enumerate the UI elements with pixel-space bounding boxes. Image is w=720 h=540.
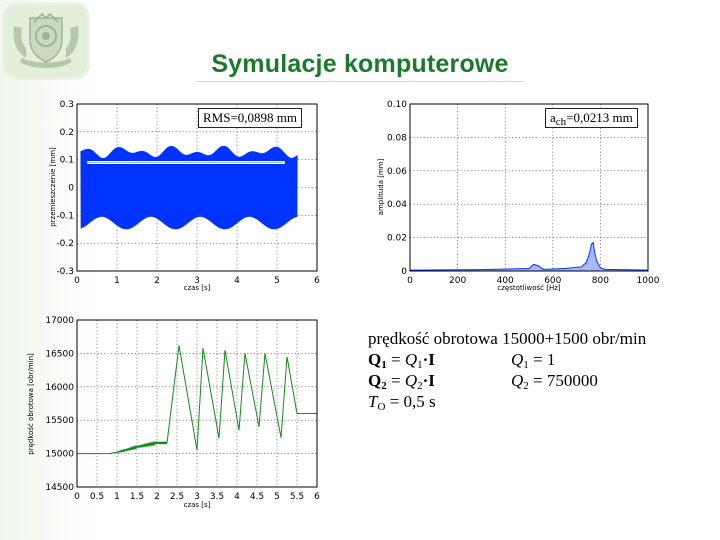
y-tick-label: -0.2	[56, 239, 74, 249]
x-tick-label: 1000	[637, 276, 660, 286]
chart3-grid	[76, 319, 318, 488]
x-tick-label: 0	[74, 276, 80, 286]
y-tick-label: -0.3	[56, 267, 74, 277]
chart3-xlabel: czas [s]	[184, 501, 211, 509]
x-tick-label: 4	[234, 276, 240, 286]
q1-line: Q1 = Q1·I Q1 = 1	[368, 350, 556, 371]
y-tick-label: 0.1	[60, 156, 74, 166]
y-tick-label: 0.06	[387, 167, 407, 177]
chart1-xlabel: czas [s]	[184, 284, 211, 292]
chart2-y-ticks: 0.10 0.08 0.06 0.04 0.02 0	[387, 100, 407, 277]
y-tick-label: 16500	[45, 349, 74, 359]
x-tick-label: 5	[274, 276, 280, 286]
x-tick-label: 4	[234, 492, 240, 502]
x-tick-label: 5.5	[290, 492, 304, 502]
x-tick-label: 3	[194, 276, 200, 286]
x-tick-label: 400	[497, 276, 514, 286]
chart2-xlabel: częstotliwość [Hz]	[497, 284, 561, 292]
speed-series	[77, 345, 317, 455]
y-tick-label: -0.1	[56, 211, 74, 221]
x-tick-label: 200	[449, 276, 466, 286]
slide-title: Symulacje komputerowe	[211, 50, 509, 78]
to-line: TO = 0,5 s	[368, 392, 436, 413]
x-tick-label: 600	[544, 276, 561, 286]
university-crest-logo	[0, 0, 92, 82]
x-tick-label: 5	[274, 492, 280, 502]
y-tick-label: 14500	[45, 483, 74, 493]
x-tick-label: 1	[114, 276, 120, 286]
y-tick-label: 0.08	[387, 133, 407, 143]
speed-line: prędkość obrotowa 15000+1500 obr/min	[368, 329, 647, 348]
x-tick-label: 2.5	[170, 492, 184, 502]
x-tick-label: 6	[314, 492, 320, 502]
x-tick-label: 2	[154, 492, 160, 502]
chart1-frame	[76, 103, 318, 272]
university-crest-icon	[1, 1, 91, 81]
q2-line: Q2 = Q2·I Q2 = 750000	[368, 371, 598, 392]
x-tick-label: 1	[114, 492, 120, 502]
chart3-series	[77, 345, 317, 455]
chart3-y-ticks: 17000 16500 16000 15500 15000 14500	[45, 316, 74, 493]
title-divider	[196, 81, 524, 82]
x-tick-label: 3	[194, 492, 200, 502]
chart1-y-ticks: 0.3 0.2 0.1 0 -0.1 -0.2 -0.3	[56, 100, 74, 277]
y-tick-label: 0.2	[60, 128, 74, 138]
x-tick-label: 800	[592, 276, 609, 286]
y-tick-label: 0.04	[387, 200, 407, 210]
chart2-ach-annotation: ach=0,0213 mm	[545, 108, 638, 128]
spectrum-fill	[410, 242, 648, 271]
chart2-ylabel: amplituda [mm]	[377, 158, 385, 215]
x-tick-label: 2	[154, 276, 160, 286]
chart1-ylabel: przemieszczenie [mm]	[49, 147, 57, 227]
chart1-series	[80, 145, 298, 230]
chart2-series	[409, 241, 649, 271]
x-tick-label: 4.5	[250, 492, 264, 502]
y-tick-label: 17000	[45, 316, 74, 326]
chart1-x-ticks: 0 1 2 3 4 5 6	[74, 276, 320, 286]
y-tick-label: 0	[401, 267, 407, 277]
x-tick-label: 0	[74, 492, 80, 502]
y-tick-label: 15000	[45, 450, 74, 460]
y-tick-label: 0.3	[60, 100, 74, 110]
chart3-ylabel: prędkość obrotowa [obr/min]	[27, 353, 35, 455]
y-tick-label: 0.02	[387, 234, 407, 244]
simulation-parameters: prędkość obrotowa 15000+1500 obr/min Q1 …	[368, 328, 647, 413]
x-tick-label: 0.5	[90, 492, 104, 502]
y-tick-label: 15500	[45, 416, 74, 426]
x-tick-label: 3.5	[210, 492, 224, 502]
y-tick-label: 16000	[45, 383, 74, 393]
chart3-x-ticks: 0 0.5 1 1.5 2 2.5 3 3.5 4 4.5 5 5.5 6	[74, 492, 320, 502]
chart2-frame	[409, 103, 649, 272]
chart1-rms-annotation: RMS=0,0898 mm	[198, 108, 303, 128]
y-tick-label: 0	[68, 184, 74, 194]
displacement-series	[80, 145, 298, 230]
y-tick-label: 0.10	[387, 100, 407, 110]
x-tick-label: 6	[314, 276, 320, 286]
chart2-x-ticks: 0 200 400 600 800 1000	[407, 276, 660, 286]
chart3-frame	[76, 319, 318, 488]
spectrum-series	[409, 241, 649, 271]
x-tick-label: 1.5	[130, 492, 144, 502]
x-tick-label: 0	[407, 276, 413, 286]
